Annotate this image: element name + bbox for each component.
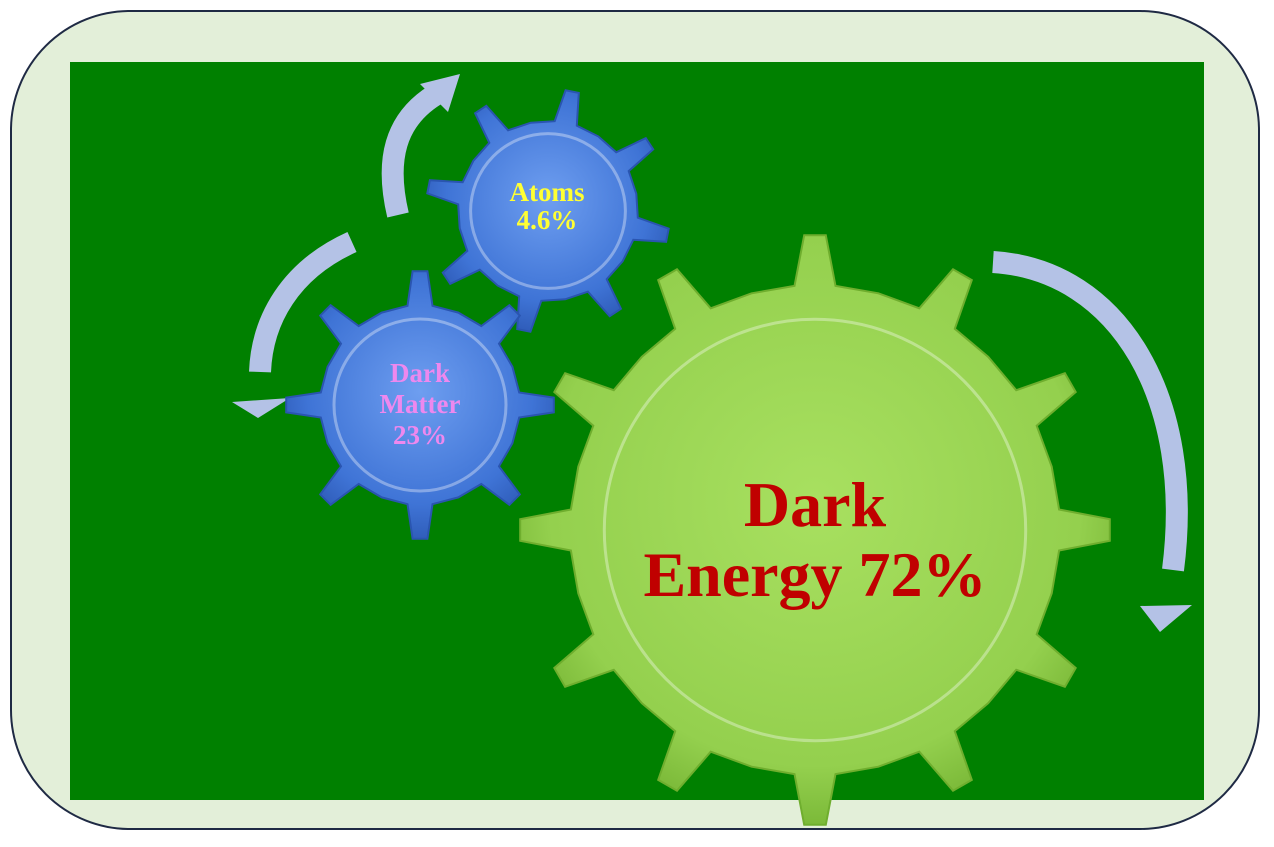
arrow-right-curve bbox=[992, 251, 1192, 632]
dark-matter-label-line3: 23% bbox=[393, 419, 447, 450]
atoms-gear-body bbox=[426, 89, 670, 333]
dark-matter-gear-inner-ring bbox=[332, 317, 508, 493]
atoms-gear-inner-ring bbox=[469, 132, 627, 290]
dark-energy-gear-inner-ring bbox=[602, 317, 1028, 743]
dark-matter-label: Dark Matter 23% bbox=[350, 358, 490, 450]
dark-matter-gear-icon bbox=[285, 270, 555, 540]
dark-matter-label-line1: Dark bbox=[390, 358, 450, 388]
atoms-label-line1: Atoms bbox=[509, 177, 585, 207]
atoms-label: Atoms 4.6% bbox=[482, 178, 612, 235]
arrow-left-curve bbox=[232, 231, 357, 418]
dark-energy-gear-icon bbox=[519, 234, 1111, 826]
atoms-label-line2: 4.6% bbox=[516, 205, 578, 236]
dark-matter-label-line2: Matter bbox=[379, 388, 461, 419]
dark-energy-label-line1: Dark bbox=[743, 469, 887, 540]
atoms-gear-icon bbox=[426, 89, 670, 333]
dark-energy-label-line2: Energy 72% bbox=[643, 539, 987, 611]
dark-energy-label: Dark Energy 72% bbox=[600, 469, 1030, 611]
dark-matter-gear-body bbox=[285, 270, 555, 540]
arrow-top-curve bbox=[381, 74, 460, 218]
dark-energy-gear-body bbox=[519, 234, 1111, 826]
